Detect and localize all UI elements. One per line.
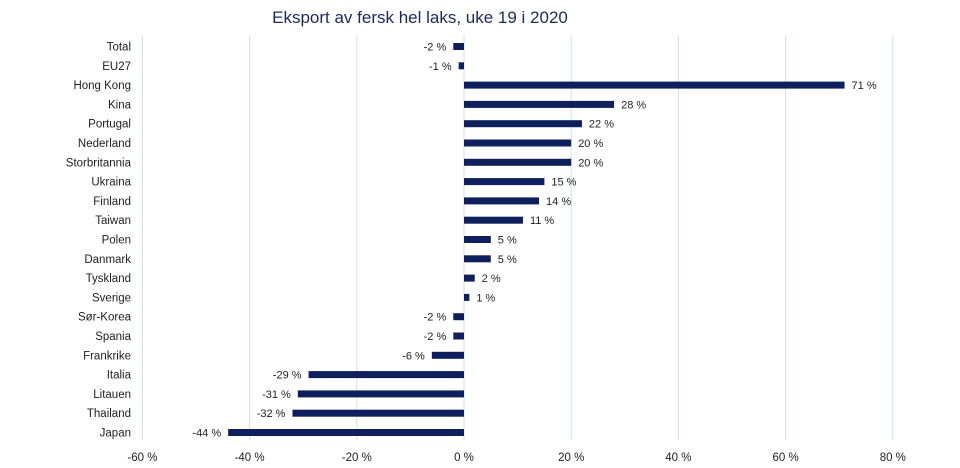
category-label: Polen — [102, 235, 131, 247]
data-label: 2 % — [482, 273, 501, 285]
category-label: Ukraina — [91, 177, 131, 189]
data-label: 28 % — [621, 99, 646, 111]
data-label: -32 % — [257, 408, 286, 420]
data-label: 22 % — [589, 119, 614, 131]
x-tick-label: -60 % — [127, 452, 157, 464]
category-label: EU27 — [102, 61, 131, 73]
bar — [458, 62, 464, 70]
data-label: -2 % — [424, 312, 447, 324]
category-label: Sør-Korea — [78, 312, 132, 324]
category-label: Storbritannia — [66, 157, 132, 169]
bar — [464, 293, 470, 301]
category-label: Tyskland — [86, 273, 131, 285]
bar — [464, 236, 491, 243]
x-tick-label: 60 % — [772, 452, 798, 464]
bar — [464, 274, 475, 282]
data-label: -44 % — [192, 428, 221, 440]
bar — [464, 100, 615, 108]
data-label: -2 % — [424, 331, 447, 343]
category-label: Finland — [93, 196, 131, 208]
category-label: Sverige — [92, 292, 131, 304]
category-label: Nederland — [78, 138, 131, 150]
data-label: 14 % — [546, 196, 571, 208]
x-tick-label: -40 % — [235, 452, 265, 464]
category-label: Danmark — [84, 254, 131, 266]
data-label: 1 % — [476, 292, 495, 304]
category-label: Total — [107, 42, 131, 54]
bar — [453, 43, 464, 50]
data-label: -29 % — [273, 370, 302, 382]
bar — [297, 390, 464, 398]
x-tick-label: 20 % — [558, 452, 584, 464]
category-label: Japan — [100, 428, 131, 440]
bar — [228, 429, 464, 436]
category-label: Italia — [107, 370, 132, 382]
chart-title: Eksport av fersk hel laks, uke 19 i 2020 — [272, 8, 568, 27]
bar — [453, 332, 464, 340]
bar — [464, 139, 572, 147]
bar — [431, 351, 464, 359]
data-label: -31 % — [262, 389, 291, 401]
bar — [464, 178, 545, 186]
x-tick-label: 40 % — [665, 452, 691, 464]
category-labels: Total EU27 Hong Kong Kina Portugal Nederland S… — [66, 42, 132, 440]
bar — [292, 409, 464, 417]
x-axis-ticks: -60 % -40 % -20 % 0 % 20 % 40 % 60 % 80 % — [127, 452, 906, 464]
data-label: 15 % — [551, 177, 576, 189]
x-tick-label: 0 % — [454, 452, 474, 464]
bar — [464, 158, 572, 166]
category-label: Litauen — [93, 389, 131, 401]
category-label: Thailand — [87, 408, 131, 420]
category-label: Spania — [95, 331, 131, 343]
category-label: Kina — [108, 99, 132, 111]
data-label: 5 % — [498, 254, 517, 266]
data-label: 11 % — [530, 215, 554, 227]
data-label: -6 % — [402, 350, 425, 362]
bar — [308, 371, 464, 379]
bar — [464, 255, 491, 263]
bars — [228, 43, 845, 436]
data-label: -2 % — [424, 42, 447, 54]
x-tick-label: 80 % — [880, 452, 906, 464]
data-label: 20 % — [578, 157, 603, 169]
bar — [464, 120, 582, 128]
category-label: Hong Kong — [73, 80, 131, 92]
grid-lines — [141, 36, 894, 440]
data-labels: -2 %-1 %71 %28 %22 %20 %20 %15 %14 %11 %… — [192, 42, 876, 440]
x-tick-label: -20 % — [342, 452, 372, 464]
bar — [453, 313, 464, 321]
bar — [464, 216, 523, 224]
category-label: Portugal — [88, 119, 131, 131]
data-label: 5 % — [498, 235, 517, 247]
data-label: 20 % — [578, 138, 603, 150]
category-label: Frankrike — [83, 350, 131, 362]
category-label: Taiwan — [95, 215, 131, 227]
data-label: -1 % — [429, 61, 452, 73]
data-label: 71 % — [852, 80, 877, 92]
bar — [464, 197, 540, 205]
bar — [464, 81, 845, 89]
